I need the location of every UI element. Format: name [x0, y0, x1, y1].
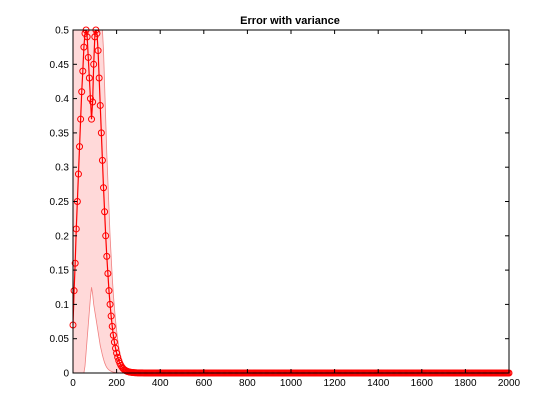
data-point-marker [83, 33, 91, 41]
y-tick-label: 0.5 [55, 26, 69, 37]
chart-title: Error with variance [240, 15, 340, 27]
x-tick-label: 800 [239, 378, 256, 389]
y-tick-label: 0.1 [55, 300, 69, 311]
data-point-marker [91, 33, 99, 41]
data-point-marker [74, 170, 82, 178]
data-point-marker [78, 88, 86, 96]
data-point-marker [80, 43, 88, 51]
y-tick-label: 0.2 [55, 231, 69, 242]
data-point-marker [70, 287, 78, 295]
data-point-marker [112, 344, 120, 352]
x-tick-label: 1600 [411, 378, 434, 389]
data-point-marker [85, 74, 93, 82]
x-tick-label: 1800 [454, 378, 477, 389]
variance-band [73, 30, 509, 373]
y-tick-label: 0.15 [50, 266, 70, 277]
y-tick-label: 0.4 [55, 94, 69, 105]
data-point-marker [77, 115, 85, 123]
data-point-marker [86, 95, 94, 103]
data-point-marker [104, 270, 112, 278]
y-tick-label: 0.3 [55, 163, 69, 174]
x-tick-label: 400 [152, 378, 169, 389]
data-point-marker [101, 208, 109, 216]
data-point-marker [96, 101, 104, 109]
data-point-marker [103, 252, 111, 260]
y-tick-label: 0.05 [50, 334, 70, 345]
data-point-marker [79, 67, 87, 75]
axis-ticks: 0 200 400 600 800 1000 1200 1400 1600 1800 2000 0 0.… [50, 26, 521, 390]
data-point-marker [108, 322, 116, 330]
data-point-marker [95, 74, 103, 82]
data-point-marker [114, 353, 122, 361]
data-point-marker [88, 115, 96, 123]
x-tick-label: 1400 [367, 378, 390, 389]
data-point-marker [106, 300, 114, 308]
data-point-marker [107, 312, 115, 320]
data-point-marker [98, 156, 106, 164]
data-point-marker [113, 349, 121, 357]
data-point-marker [97, 129, 105, 137]
x-tick-label: 1200 [323, 378, 346, 389]
y-tick-label: 0.25 [50, 197, 70, 208]
x-tick-label: 1000 [280, 378, 303, 389]
data-point-marker [84, 53, 92, 61]
data-point-marker [90, 60, 98, 68]
y-tick-label: 0.35 [50, 128, 70, 139]
y-tick-label: 0.45 [50, 60, 70, 71]
x-tick-label: 600 [195, 378, 212, 389]
data-point-marker [76, 143, 84, 151]
data-point-marker [102, 232, 110, 240]
data-point-marker [105, 287, 113, 295]
data-point-marker [100, 184, 108, 192]
x-tick-label: 0 [70, 378, 76, 389]
x-tick-label: 2000 [498, 378, 521, 389]
data-point-marker [109, 331, 117, 339]
y-tick-label: 0 [63, 369, 69, 380]
x-tick-label: 200 [108, 378, 125, 389]
data-point-marker [71, 259, 79, 267]
data-point-marker [89, 98, 97, 106]
data-point-marker [94, 47, 102, 55]
